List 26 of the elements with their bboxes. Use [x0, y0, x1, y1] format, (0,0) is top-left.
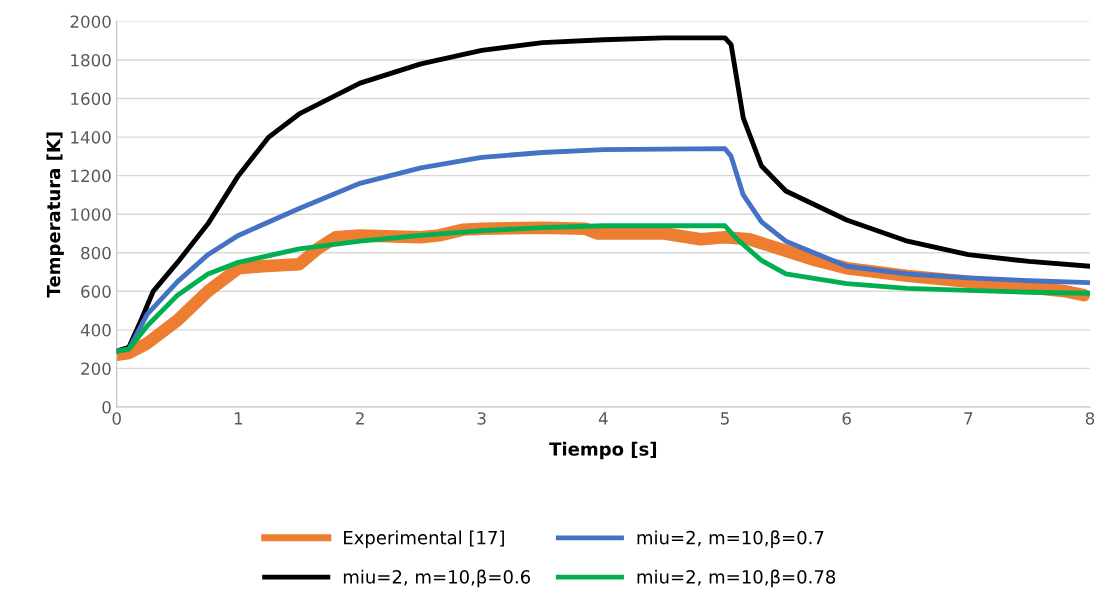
y-tick-label: 1600 — [71, 92, 111, 106]
x-tick-label: 5 — [720, 412, 729, 425]
y-tick-label: 2000 — [70, 15, 111, 28]
y-axis-title: Temperatura [K] — [46, 132, 64, 298]
x-tick-label: 0 — [112, 412, 121, 425]
x-tick-label: 2 — [355, 412, 364, 425]
legend-label: miu=2, m=10,β=0.7 — [637, 530, 824, 548]
y-tick-label: 0 — [102, 400, 111, 414]
y-tick-label: 1400 — [71, 131, 111, 144]
y-tick-label: 1200 — [71, 169, 111, 183]
y-tick-label: 600 — [81, 285, 111, 298]
legend-label: Experimental [17] — [344, 530, 504, 548]
y-tick-label: 400 — [80, 323, 111, 337]
x-axis-title: Tiempo [s] — [549, 441, 657, 460]
x-tick-label: 6 — [842, 412, 851, 425]
x-tick-label: 3 — [477, 412, 486, 425]
x-tick-label: 8 — [1085, 412, 1095, 425]
x-tick-label: 1 — [234, 412, 243, 425]
y-tick-label: 800 — [81, 246, 111, 260]
x-tick-label: 7 — [964, 412, 973, 425]
legend-label: miu=2, m=10,β=0.6 — [343, 569, 531, 588]
y-tick-label: 1800 — [71, 53, 111, 67]
x-tick-label: 4 — [598, 412, 608, 425]
y-tick-label: 1000 — [71, 208, 111, 221]
legend-label: miu=2, m=10,β=0.78 — [637, 569, 836, 588]
y-tick-label: 200 — [81, 362, 111, 375]
